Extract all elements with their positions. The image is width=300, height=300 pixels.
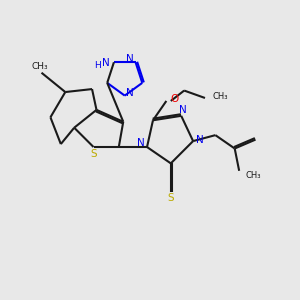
Text: N: N [102,58,110,68]
Text: S: S [91,148,98,159]
Text: N: N [126,88,134,98]
Text: N: N [196,135,203,145]
Text: O: O [170,94,179,104]
Text: CH₃: CH₃ [212,92,228,101]
Text: CH₃: CH₃ [32,62,48,71]
Text: H: H [94,61,101,70]
Text: CH₃: CH₃ [245,171,261,180]
Text: N: N [126,54,134,64]
Text: S: S [167,193,174,203]
Text: N: N [136,139,144,148]
Text: N: N [179,105,187,115]
